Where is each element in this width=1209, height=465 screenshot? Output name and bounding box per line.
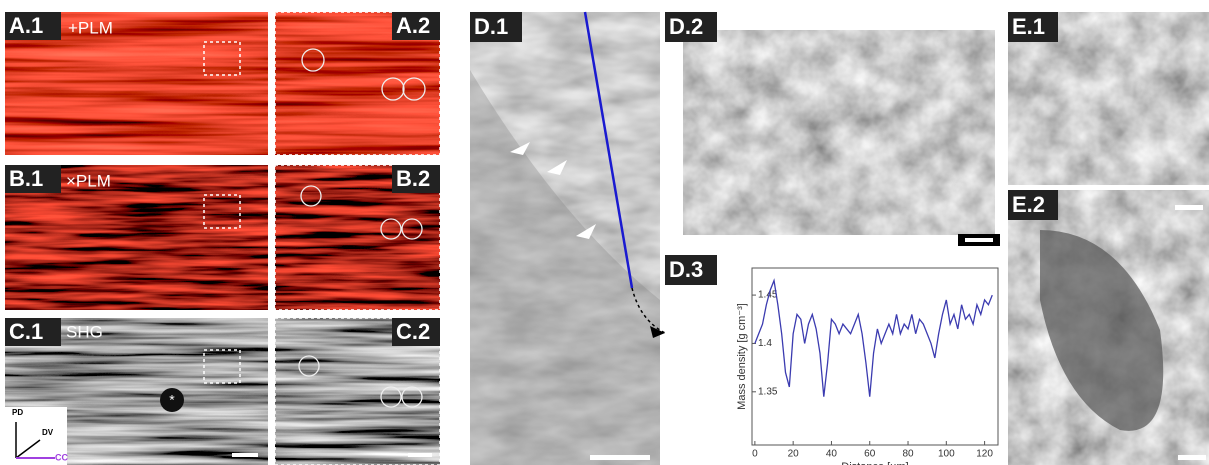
plot-frame	[751, 267, 999, 446]
panel-label: D.3	[669, 257, 703, 282]
label-bg	[1008, 190, 1058, 220]
scale-bar-d2	[965, 238, 993, 242]
data-line	[754, 278, 993, 397]
y-axis-label: Mass density [g cm⁻³]	[736, 303, 748, 410]
panel-label: D.2	[669, 14, 703, 39]
profile-line	[583, 11, 634, 289]
x-tick-label: 40	[826, 449, 838, 460]
scale-bars	[232, 453, 432, 457]
specimen	[683, 30, 995, 235]
mode-label: SHG	[66, 322, 103, 341]
panel-label: A.1	[9, 13, 43, 38]
image-d1	[470, 12, 660, 465]
label-bg	[665, 12, 717, 42]
labels: A.1 +PLM A.2 B.1 ×PLM B.2 C.1 SHG C.2 D.…	[5, 12, 1058, 346]
vessel	[160, 388, 184, 412]
scale-bar-d1	[590, 455, 650, 460]
scale-bar-e2	[1178, 455, 1206, 460]
chart: 1.35 1.4 1.45 0 20 40 60 80 100 120 Distance [µm] M…	[736, 267, 999, 465]
panel-label: D.1	[474, 14, 508, 39]
panel-label: C.1	[9, 319, 43, 344]
mode-label: ×PLM	[66, 171, 111, 190]
shadow	[470, 70, 660, 465]
roi-boxes	[203, 11, 441, 465]
panel-label: E.1	[1012, 14, 1045, 39]
orientation-cc: CC	[55, 452, 68, 462]
orientation-dv: DV	[42, 428, 54, 437]
x-axis-label: Distance [µm]	[841, 461, 908, 465]
panel-label: E.2	[1012, 192, 1045, 217]
label-bg	[470, 12, 522, 42]
x-tick-label: 100	[938, 449, 955, 460]
arrowheads	[510, 142, 596, 239]
label-bg	[392, 12, 440, 40]
arrowhead	[650, 326, 665, 338]
lacuna	[1040, 230, 1164, 431]
orientation-arrows	[15, 422, 41, 459]
label-bg	[1008, 12, 1058, 42]
star: *	[169, 392, 175, 408]
x-tick-label: 0	[752, 449, 758, 460]
label-bg	[392, 165, 440, 193]
label-bg	[665, 255, 717, 285]
panel-label: B.1	[9, 166, 43, 191]
scale-bar-e1	[1175, 205, 1203, 210]
label-bg	[392, 318, 440, 346]
x-tick-label: 80	[902, 449, 914, 460]
panel-label: B.2	[396, 166, 430, 191]
x-tick-label: 20	[788, 449, 800, 460]
mode-label: +PLM	[68, 18, 113, 37]
orientation-pd: PD	[12, 408, 23, 417]
x-tick-label: 60	[864, 449, 876, 460]
label-bg	[5, 318, 61, 346]
label-bg	[5, 12, 61, 40]
panel-label: C.2	[396, 319, 430, 344]
roi-circles	[298, 48, 426, 408]
y-tick-label: 1.4	[758, 338, 772, 349]
y-tick-label: 1.35	[758, 386, 778, 397]
panel-label: A.2	[396, 13, 430, 38]
x-tick-label: 120	[976, 449, 993, 460]
y-tick-label: 1.45	[758, 290, 778, 301]
chart-panel	[665, 255, 1003, 465]
profile-connector	[631, 287, 666, 334]
label-bg	[5, 165, 61, 193]
